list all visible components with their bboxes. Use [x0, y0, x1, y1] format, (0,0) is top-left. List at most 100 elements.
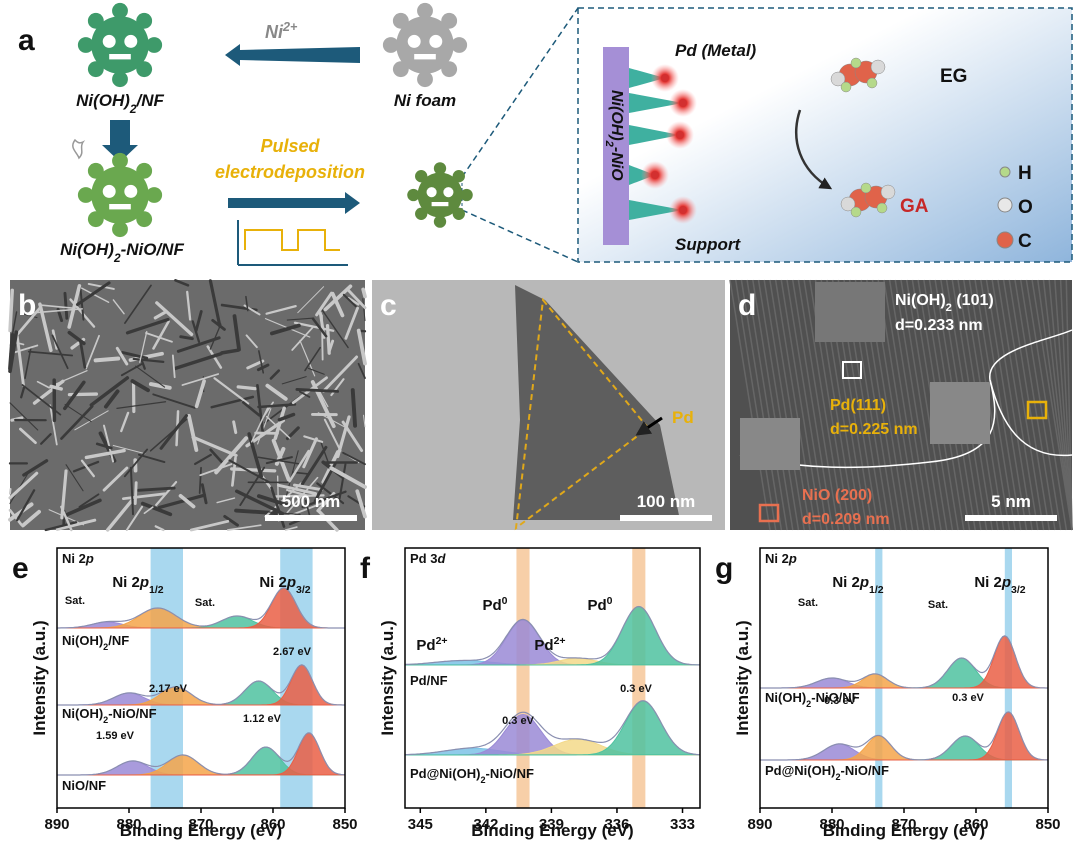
- text-part: Ni(OH): [895, 292, 946, 309]
- reactant-label: EG: [940, 66, 967, 87]
- flake: [319, 440, 330, 465]
- flake: [301, 490, 347, 509]
- fringe: [774, 279, 817, 531]
- text-part: 2: [806, 699, 811, 709]
- flake: [9, 402, 39, 431]
- atom: [850, 57, 862, 69]
- flake: [78, 493, 100, 508]
- peak-label: Pd0: [482, 595, 507, 614]
- foam-label: Ni foam: [394, 91, 456, 110]
- fringe: [752, 279, 794, 531]
- x-axis-label: Binding Energy (eV): [120, 821, 282, 840]
- flake: [213, 377, 250, 405]
- fringe: [1065, 279, 1073, 531]
- plot-frame: [404, 547, 701, 809]
- y-axis-label: Intensity (a.u.): [30, 620, 49, 735]
- text-part: 2: [113, 251, 121, 265]
- flake: [133, 481, 138, 505]
- fringe: [991, 279, 1033, 531]
- fringe: [769, 279, 811, 531]
- text-part: -NiO/NF: [108, 706, 156, 721]
- core-level: Ni 2p: [765, 551, 797, 566]
- flake: [330, 291, 345, 318]
- core-level: Pd 3d: [410, 551, 446, 566]
- peak: [56, 732, 346, 776]
- gear-hole: [109, 204, 131, 210]
- flake: [245, 295, 249, 312]
- flake: [256, 383, 265, 436]
- text-part: 1/2: [149, 584, 164, 596]
- text-part: (101): [952, 292, 994, 309]
- ion-label: Ni2+: [265, 20, 298, 42]
- roi: [842, 361, 862, 379]
- flake: [155, 301, 194, 337]
- text-part: Ni(OH): [62, 706, 103, 721]
- gear-tooth: [146, 187, 163, 203]
- flake: [120, 362, 144, 377]
- flake: [93, 356, 121, 363]
- pointer: [635, 416, 663, 436]
- flake: [89, 376, 130, 407]
- text-part: -NiO/NF: [121, 240, 185, 259]
- annotation: Sat.: [65, 595, 85, 607]
- flake: [317, 412, 349, 430]
- pd-particle: [679, 99, 687, 107]
- flake: [361, 287, 367, 299]
- text-part: Ni 2: [832, 574, 860, 591]
- text-part: Ni: [265, 22, 284, 42]
- gear-body: [396, 16, 454, 74]
- flake: [136, 486, 176, 492]
- gear-hole: [124, 34, 138, 48]
- x-tick-label: 339: [539, 816, 564, 833]
- flake: [230, 467, 277, 473]
- annotation: 2.17 eV: [149, 683, 188, 695]
- flake: [178, 494, 196, 509]
- flake: [255, 510, 301, 515]
- flake: [245, 334, 258, 349]
- flake: [315, 291, 333, 317]
- text-part: 2: [946, 302, 952, 314]
- text-part: p: [1001, 574, 1011, 591]
- nanosheet: [513, 285, 680, 520]
- text-part: 2: [480, 775, 485, 785]
- scale-label: 500 nm: [282, 492, 341, 511]
- composite-label: Ni(OH)2-NiO/NF: [60, 240, 184, 265]
- gear-tooth: [112, 221, 128, 238]
- text-part: Ni 2: [259, 574, 287, 591]
- text-part: 2: [603, 140, 615, 148]
- text-part: Pd: [587, 597, 606, 614]
- flake: [357, 362, 366, 380]
- fringe: [786, 279, 828, 531]
- flake: [51, 370, 88, 387]
- flake: [123, 448, 149, 478]
- flake: [323, 418, 342, 452]
- fringe: [985, 279, 1028, 531]
- needle: [629, 93, 683, 113]
- gear-hole: [102, 184, 116, 198]
- annotation: 1.12 eV: [243, 713, 282, 725]
- flake: [274, 494, 325, 498]
- fringe: [1008, 279, 1051, 531]
- flake: [247, 432, 264, 478]
- gear-tooth: [146, 37, 163, 53]
- peak-label: Pd2+: [416, 635, 447, 654]
- layer-label: Ni(OH)2-NiO: [603, 90, 625, 181]
- envelope: [404, 605, 700, 666]
- flake: [85, 334, 100, 370]
- flake: [350, 388, 358, 428]
- envelope: [760, 711, 1048, 761]
- flake: [228, 459, 271, 484]
- text-part: Ni 2: [112, 574, 140, 591]
- fringe: [997, 279, 1039, 531]
- legend-atom: [999, 166, 1011, 178]
- flake: [116, 401, 167, 409]
- fringe: [1019, 279, 1062, 531]
- x-tick-label: 850: [1035, 816, 1060, 833]
- text-part: Pd: [482, 597, 501, 614]
- text-part: Ni 2: [974, 574, 1002, 591]
- flake: [80, 287, 110, 303]
- roi: [1026, 400, 1048, 420]
- flake: [176, 336, 221, 353]
- x-tick-label: 336: [604, 816, 629, 833]
- flake: [135, 365, 166, 388]
